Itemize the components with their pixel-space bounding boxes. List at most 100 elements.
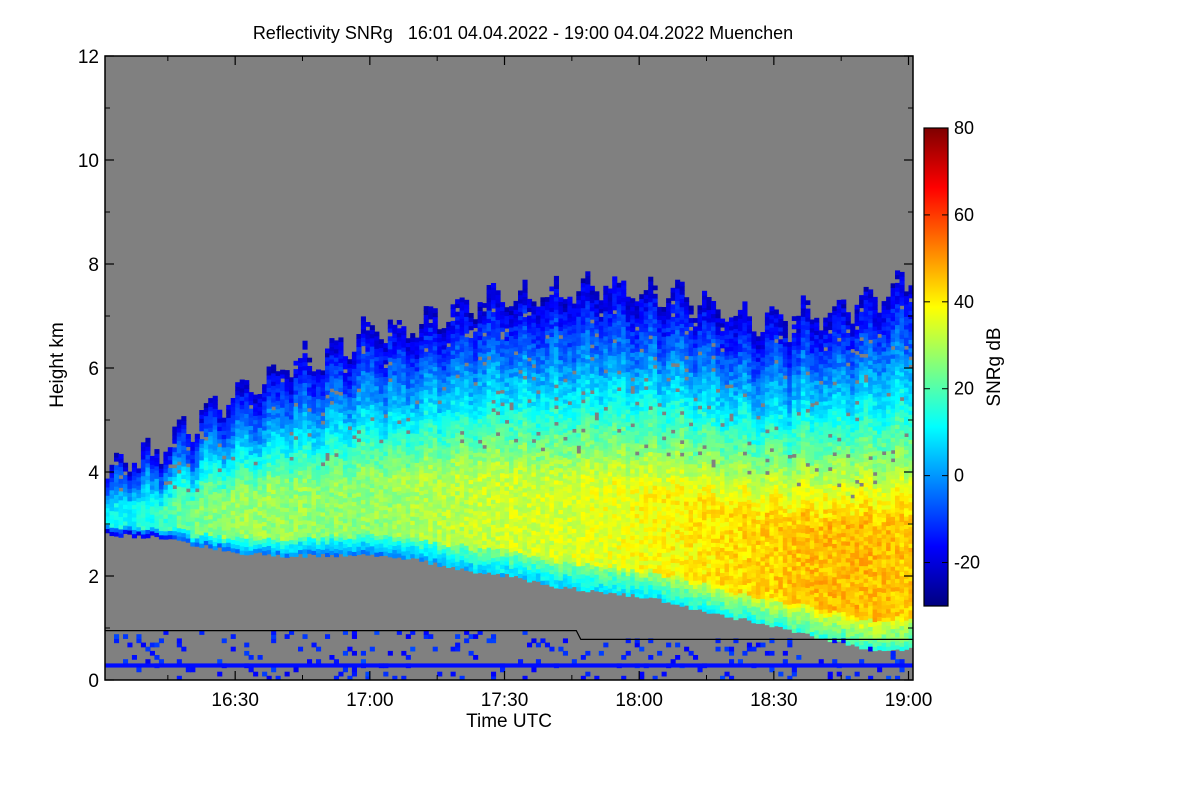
heatmap-cell (217, 505, 223, 511)
heatmap-cell (271, 447, 277, 453)
heatmap-cell (320, 436, 326, 442)
heatmap-cell (495, 319, 501, 325)
heatmap-cell (244, 380, 250, 385)
heatmap-cell (527, 452, 533, 458)
heatmap-cell (504, 556, 510, 562)
heatmap-cell (410, 453, 416, 459)
heatmap-cell (329, 354, 335, 360)
heatmap-cell (212, 499, 218, 505)
heatmap-cell (540, 567, 546, 573)
heatmap-cell (513, 525, 519, 531)
heatmap-cell (338, 541, 344, 546)
heatmap-cell (414, 379, 420, 384)
heatmap-cell (351, 488, 357, 494)
heatmap-cell (491, 374, 497, 380)
heatmap-cell (369, 366, 375, 372)
heatmap-cell (437, 445, 443, 451)
heatmap-cell (509, 360, 515, 366)
heatmap-cell (482, 357, 488, 362)
heatmap-cell (482, 498, 488, 504)
heatmap-cell (333, 510, 339, 516)
heatmap-cell (271, 364, 277, 370)
heatmap-cell (423, 464, 429, 469)
heatmap-cell (405, 359, 411, 364)
heatmap-cell (450, 391, 456, 397)
heatmap-cell (208, 456, 214, 462)
heatmap-cell (450, 424, 456, 430)
heatmap-cell (325, 523, 331, 528)
heatmap-cell (181, 511, 187, 517)
heatmap-cell (203, 432, 209, 437)
heatmap-cell (262, 405, 268, 410)
heatmap-cell (473, 473, 479, 478)
heatmap-cell (558, 355, 564, 361)
heatmap-cell (491, 312, 497, 317)
heatmap-cell (486, 501, 492, 507)
heatmap-cell (513, 533, 519, 539)
heatmap-cell (558, 580, 564, 585)
heatmap-cell (176, 452, 182, 458)
heatmap-cell (284, 399, 290, 404)
heatmap-cell (459, 534, 465, 540)
heatmap-cell (419, 523, 425, 529)
heatmap-cell (253, 494, 259, 500)
heatmap-cell (383, 447, 389, 452)
heatmap-cell (571, 470, 577, 475)
heatmap-cell (419, 519, 425, 525)
heatmap-cell (212, 458, 218, 463)
heatmap-cell (477, 464, 483, 470)
heatmap-cell (244, 538, 250, 543)
heatmap-cell (360, 445, 366, 451)
heatmap-cell (239, 396, 245, 401)
heatmap-cell (562, 432, 568, 437)
heatmap-cell (455, 528, 461, 533)
heatmap-cell (383, 521, 389, 527)
heatmap-cell (491, 478, 497, 484)
heatmap-cell (450, 366, 456, 372)
heatmap-cell (535, 335, 541, 341)
heatmap-cell (235, 498, 241, 504)
heatmap-cell (531, 442, 537, 448)
heatmap-cell (266, 374, 272, 380)
heatmap-cell (203, 482, 209, 487)
heatmap-cell (504, 440, 510, 446)
heatmap-cell (199, 422, 205, 428)
heatmap-cell (477, 518, 483, 524)
heatmap-cell (396, 540, 402, 546)
heatmap-cell (149, 464, 155, 469)
heatmap-cell (271, 468, 277, 474)
heatmap-cell (123, 516, 129, 522)
heatmap-cell (513, 384, 519, 389)
heatmap-cell (473, 556, 479, 562)
heatmap-cell (275, 496, 281, 501)
heatmap-cell (226, 425, 232, 431)
heatmap-cell (109, 498, 115, 503)
heatmap-cell (347, 359, 353, 364)
heatmap-cell (266, 474, 272, 480)
heatmap-cell (491, 403, 497, 409)
heatmap-cell (486, 310, 492, 315)
heatmap-cell (562, 490, 568, 496)
heatmap-cell (208, 439, 214, 445)
heatmap-cell (455, 340, 461, 346)
heatmap-cell (531, 422, 537, 427)
heatmap-cell (298, 474, 304, 480)
heatmap-cell (235, 419, 241, 425)
heatmap-cell (383, 492, 389, 498)
heatmap-cell (235, 540, 241, 546)
heatmap-cell (535, 514, 541, 520)
heatmap-cell (333, 419, 339, 425)
heatmap-cell (562, 444, 568, 450)
heatmap-cell (365, 334, 371, 340)
heatmap-cell (477, 535, 483, 540)
heatmap-cell (320, 503, 326, 509)
heatmap-cell (513, 479, 519, 485)
heatmap-cell (374, 518, 380, 524)
heatmap-cell (558, 496, 564, 502)
heatmap-cell (342, 501, 348, 507)
heatmap-cell (513, 538, 519, 543)
heatmap-cell (333, 411, 339, 416)
heatmap-cell (307, 495, 313, 500)
heatmap-cell (540, 297, 546, 303)
heatmap-cell (567, 338, 573, 344)
